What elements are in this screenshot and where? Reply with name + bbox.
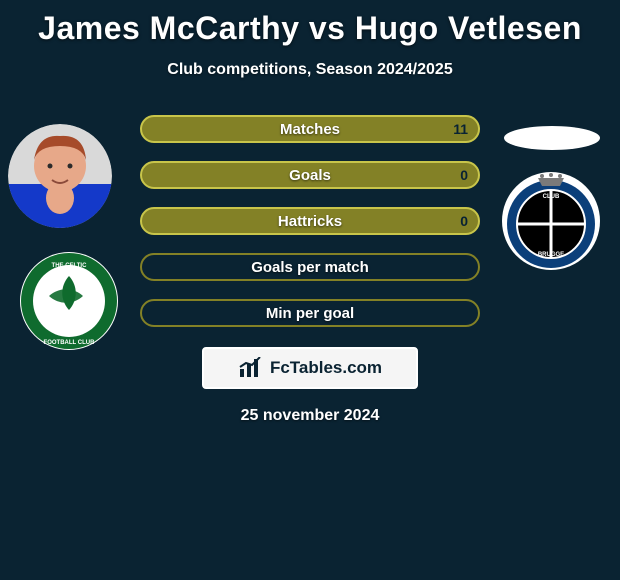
stat-row: Matches11 [140, 115, 480, 143]
stat-label: Goals [142, 167, 478, 184]
stat-label: Matches [142, 121, 478, 138]
svg-text:THE CELTIC: THE CELTIC [52, 263, 88, 269]
club-crest-right: CLUB BRUGGE [502, 172, 600, 270]
player-left-avatar [8, 124, 112, 228]
stat-row: Goals0 [140, 161, 480, 189]
stat-label: Hattricks [142, 213, 478, 230]
stat-row: Hattricks0 [140, 207, 480, 235]
page-title: James McCarthy vs Hugo Vetlesen [0, 0, 620, 47]
stat-row: Goals per match [140, 253, 480, 281]
stat-row: Min per goal [140, 299, 480, 327]
stat-label: Min per goal [142, 305, 478, 322]
stat-value: 0 [460, 213, 468, 229]
svg-text:CLUB: CLUB [543, 194, 560, 200]
watermark-badge: FcTables.com [202, 347, 418, 389]
watermark-text: FcTables.com [270, 358, 382, 378]
chart-icon [238, 357, 264, 379]
page-subtitle: Club competitions, Season 2024/2025 [0, 61, 620, 79]
svg-text:BRUGGE: BRUGGE [538, 252, 564, 258]
stat-label: Goals per match [142, 259, 478, 276]
player-right-avatar [504, 126, 600, 150]
stat-value: 11 [453, 121, 468, 137]
snapshot-date: 25 november 2024 [0, 407, 620, 425]
svg-text:FOOTBALL CLUB: FOOTBALL CLUB [44, 340, 96, 346]
club-crest-left: THE CELTIC FOOTBALL CLUB [20, 252, 118, 350]
stat-value: 0 [460, 167, 468, 183]
